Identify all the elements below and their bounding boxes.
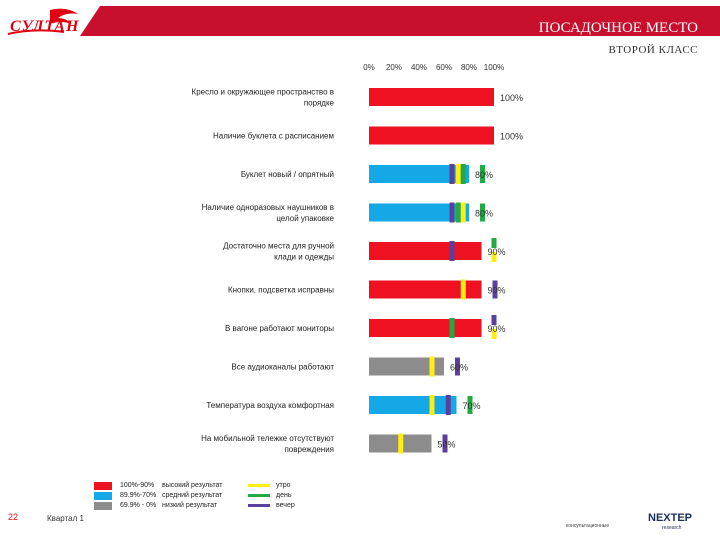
time-marker bbox=[449, 164, 455, 184]
value-label: 90% bbox=[488, 324, 506, 334]
time-marker bbox=[449, 241, 455, 261]
quarter-label: Квартал 1 bbox=[47, 514, 84, 523]
category-label: Температура воздуха комфортная bbox=[206, 401, 334, 410]
side-marker bbox=[491, 315, 497, 325]
bar bbox=[369, 126, 494, 145]
legend-time-evening: вечер bbox=[276, 502, 295, 509]
category-label: Наличие буклета с расписанием bbox=[213, 132, 334, 141]
category-label: Все аудиоканалы работают bbox=[231, 363, 334, 372]
category-label: Достаточно места для ручной клади и одежд… bbox=[223, 242, 334, 262]
x-tick-label: 80% bbox=[461, 63, 477, 72]
value-label: 80% bbox=[475, 170, 493, 180]
page-subtitle: ВТОРОЙ КЛАСС bbox=[608, 44, 698, 56]
legend-swatch-high bbox=[94, 482, 112, 490]
time-marker bbox=[429, 356, 435, 377]
category-label: В вагоне работают мониторы bbox=[225, 324, 334, 333]
legend-range-mid: 89.9%-70% bbox=[120, 492, 157, 499]
side-marker bbox=[455, 357, 460, 376]
time-marker bbox=[460, 279, 466, 300]
side-marker bbox=[491, 238, 497, 248]
x-tick-label: 0% bbox=[363, 63, 375, 72]
x-tick-label: 60% bbox=[436, 63, 452, 72]
time-marker bbox=[429, 395, 435, 415]
footer-consult-text: консультационные bbox=[566, 523, 610, 529]
time-marker bbox=[398, 433, 404, 454]
header-banner bbox=[80, 6, 720, 36]
time-marker bbox=[460, 202, 466, 223]
legend-swatch-low bbox=[94, 502, 112, 510]
brand-subtitle: research bbox=[662, 525, 682, 531]
legend-time-day: день bbox=[276, 492, 292, 499]
bar bbox=[369, 319, 482, 337]
legend-line-evening bbox=[248, 504, 270, 507]
value-label: 50% bbox=[438, 440, 456, 450]
legend-line-morning bbox=[248, 484, 270, 487]
side-marker bbox=[492, 280, 498, 299]
value-label: 100% bbox=[500, 132, 523, 142]
time-marker bbox=[449, 202, 455, 223]
brand-logo-text: NEXTEP bbox=[648, 512, 693, 524]
value-label: 100% bbox=[500, 93, 523, 103]
bar bbox=[369, 88, 494, 106]
value-label: 60% bbox=[450, 363, 468, 373]
bar bbox=[369, 280, 482, 299]
time-marker bbox=[460, 164, 466, 184]
side-marker bbox=[480, 165, 485, 183]
category-label: Наличие одноразовых наушников в целой упа… bbox=[202, 203, 335, 223]
side-marker bbox=[491, 252, 497, 262]
legend-time-morning: утро bbox=[276, 482, 291, 489]
legend-line-day bbox=[248, 494, 270, 497]
x-tick-label: 100% bbox=[484, 63, 504, 72]
legend-desc-mid: средний результат bbox=[162, 492, 223, 499]
legend-range-low: 69.9% - 0% bbox=[120, 502, 157, 509]
bar bbox=[369, 203, 469, 222]
value-label: 90% bbox=[488, 247, 506, 257]
time-marker bbox=[455, 164, 461, 184]
category-label: Буклет новый / опрятный bbox=[241, 170, 334, 179]
legend-swatch-mid bbox=[94, 492, 112, 500]
x-tick-label: 40% bbox=[411, 63, 427, 72]
page-number: 22 bbox=[8, 512, 19, 522]
bar bbox=[369, 396, 457, 414]
category-label: На мобильной тележке отсутствуют поврежде… bbox=[201, 434, 334, 454]
side-marker bbox=[442, 434, 448, 453]
legend-desc-low: низкий результат bbox=[162, 502, 218, 509]
page-title: ПОСАДОЧНОЕ МЕСТО bbox=[538, 20, 698, 36]
value-label: 90% bbox=[488, 286, 506, 296]
side-marker bbox=[467, 396, 473, 414]
value-label: 80% bbox=[475, 209, 493, 219]
bar bbox=[369, 165, 469, 183]
category-label: Кресло и окружающее пространство в порядк… bbox=[192, 88, 335, 108]
x-tick-label: 20% bbox=[386, 63, 402, 72]
value-label: 70% bbox=[463, 401, 481, 411]
side-marker bbox=[491, 329, 497, 339]
time-marker bbox=[449, 318, 455, 338]
side-marker bbox=[480, 203, 485, 222]
bar bbox=[369, 357, 444, 376]
airline-logo bbox=[7, 8, 78, 35]
bar bbox=[369, 242, 482, 260]
category-label: Кнопки, подсветка исправны bbox=[228, 286, 334, 295]
legend-desc-high: высокий результат bbox=[162, 482, 223, 489]
time-marker bbox=[445, 395, 451, 415]
time-marker bbox=[455, 202, 461, 223]
logo-text: СУЛТАН bbox=[10, 18, 80, 35]
legend-range-high: 100%-90% bbox=[120, 482, 155, 489]
